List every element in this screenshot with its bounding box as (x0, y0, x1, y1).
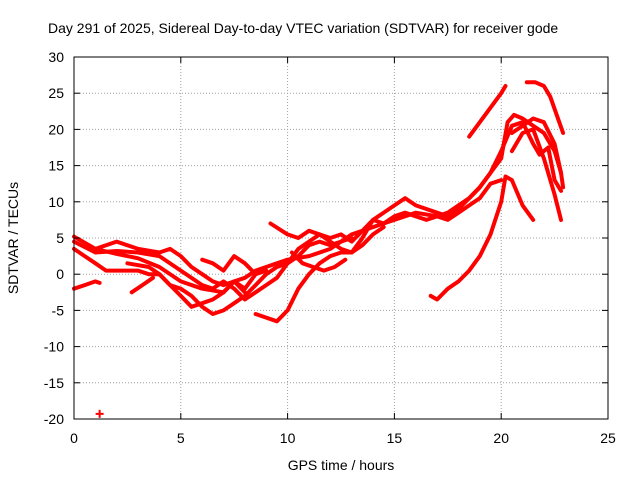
y-tick-label: 15 (48, 158, 64, 174)
series-track-14 (509, 116, 566, 190)
x-tick-label: 15 (387, 430, 403, 446)
series-track-10 (268, 178, 504, 255)
y-tick-label: -10 (44, 339, 64, 355)
series-track-3 (72, 236, 354, 316)
x-tick-label: 10 (280, 430, 296, 446)
data-series (72, 80, 566, 418)
x-tick-label: 0 (70, 430, 78, 446)
y-tick-label: -5 (52, 302, 65, 318)
y-tick-label: -20 (44, 411, 64, 427)
y-tick-label: 10 (48, 194, 64, 210)
series-track-5 (93, 239, 247, 295)
series-track-8 (129, 275, 155, 295)
series-track-15 (509, 127, 563, 222)
grid (74, 57, 608, 419)
x-tick-label: 5 (177, 430, 185, 446)
series-track-12 (428, 174, 536, 302)
chart-title: Day 291 of 2025, Sidereal Day-to-day VTE… (48, 20, 558, 36)
x-tick-label: 25 (600, 430, 616, 446)
axes: 0 5 10 15 20 25 -20 -15 -10 -5 0 5 10 15 20 25 30 (44, 49, 616, 446)
series-track-11 (289, 250, 348, 273)
series-track-7 (72, 279, 102, 291)
x-tick-label: 20 (493, 430, 509, 446)
y-tick-label: 30 (48, 49, 64, 65)
series-track-9 (253, 225, 386, 324)
series-outlier (95, 409, 104, 418)
series-track-4 (125, 261, 269, 309)
series-track-6 (200, 254, 269, 277)
series-track-2 (72, 120, 563, 302)
y-tick-label: 0 (56, 266, 64, 282)
y-tick-label: -15 (44, 375, 64, 391)
y-tick-label: 5 (56, 230, 64, 246)
y-axis-label: SDTVAR / TECUs (5, 182, 21, 294)
x-axis-label: GPS time / hours (288, 457, 395, 473)
y-tick-label: 20 (48, 121, 64, 137)
y-tick-label: 25 (48, 85, 64, 101)
series-track-13 (467, 84, 508, 139)
series-track-16 (524, 80, 566, 135)
